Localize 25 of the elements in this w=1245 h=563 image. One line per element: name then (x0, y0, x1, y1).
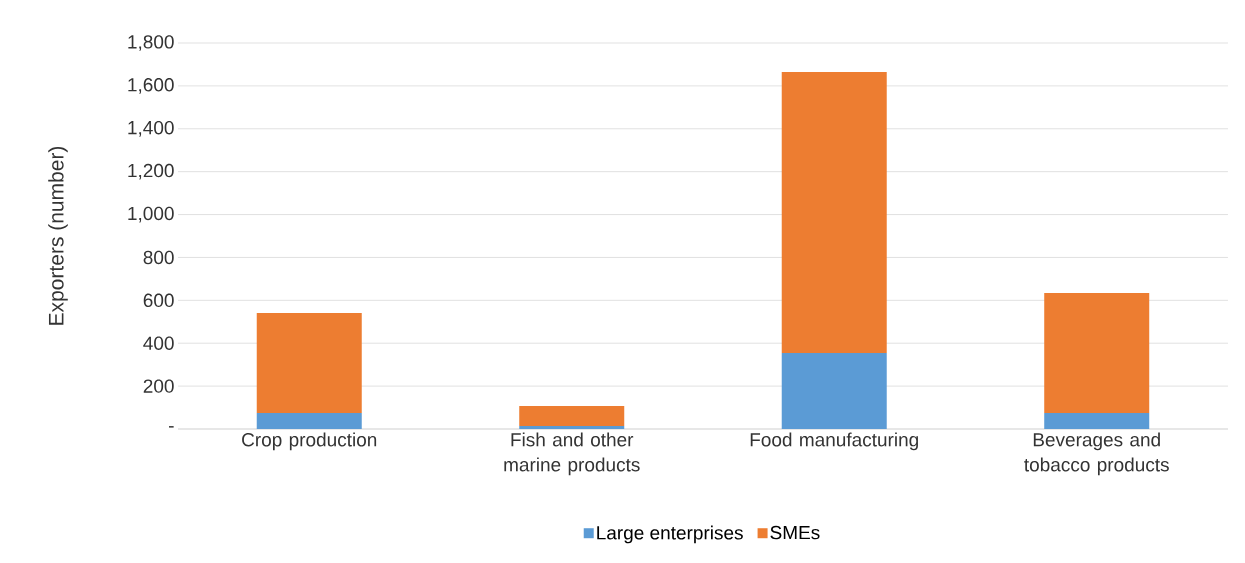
legend-label: SMEs (770, 525, 820, 540)
legend-label: Large enterprises (597, 525, 743, 544)
y-tick-label: 1,600 (128, 78, 174, 94)
y-tick-label: - (169, 426, 174, 428)
y-tick-label: 1,800 (128, 35, 174, 51)
bar (256, 312, 362, 413)
x-tick-label: Fish and other marine products (504, 432, 640, 476)
y-tick-label: 800 (143, 250, 174, 265)
bar (1044, 293, 1150, 413)
bar (1044, 412, 1150, 429)
x-tick-label: Beverages and tobacco products (1024, 432, 1169, 476)
bar (781, 71, 887, 354)
y-tick-label: 1,200 (128, 163, 174, 180)
bar (519, 406, 625, 426)
y-tick-label: 1,400 (128, 120, 174, 137)
y-tick-label: 400 (143, 336, 174, 350)
y-tick-label: 1,000 (128, 206, 174, 223)
y-axis-title: Exporters (number) (48, 146, 68, 325)
bar (781, 353, 887, 429)
bar (519, 426, 625, 429)
x-tick-label: Food manufacturing (750, 432, 918, 451)
y-tick-label: 600 (143, 293, 174, 308)
y-tick-label: 200 (143, 379, 174, 393)
x-tick-label: Crop production (242, 432, 377, 451)
bar (256, 412, 362, 429)
